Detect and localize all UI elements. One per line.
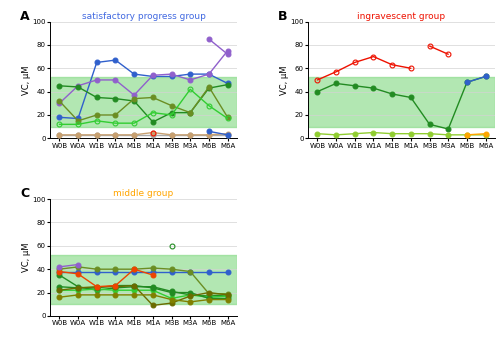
Text: B: B: [278, 10, 287, 23]
Text: C: C: [20, 187, 29, 200]
Bar: [50, 78, 237, 127]
Text: A: A: [20, 10, 30, 23]
Title: satisfactory progress group: satisfactory progress group: [82, 12, 206, 21]
Title: middle group: middle group: [114, 189, 174, 198]
Y-axis label: VC, μM: VC, μM: [280, 65, 289, 95]
Y-axis label: VC, μM: VC, μM: [22, 243, 31, 272]
Bar: [50, 255, 237, 304]
Bar: [308, 78, 495, 127]
Y-axis label: VC, μM: VC, μM: [22, 65, 31, 95]
Title: ingravescent group: ingravescent group: [358, 12, 446, 21]
